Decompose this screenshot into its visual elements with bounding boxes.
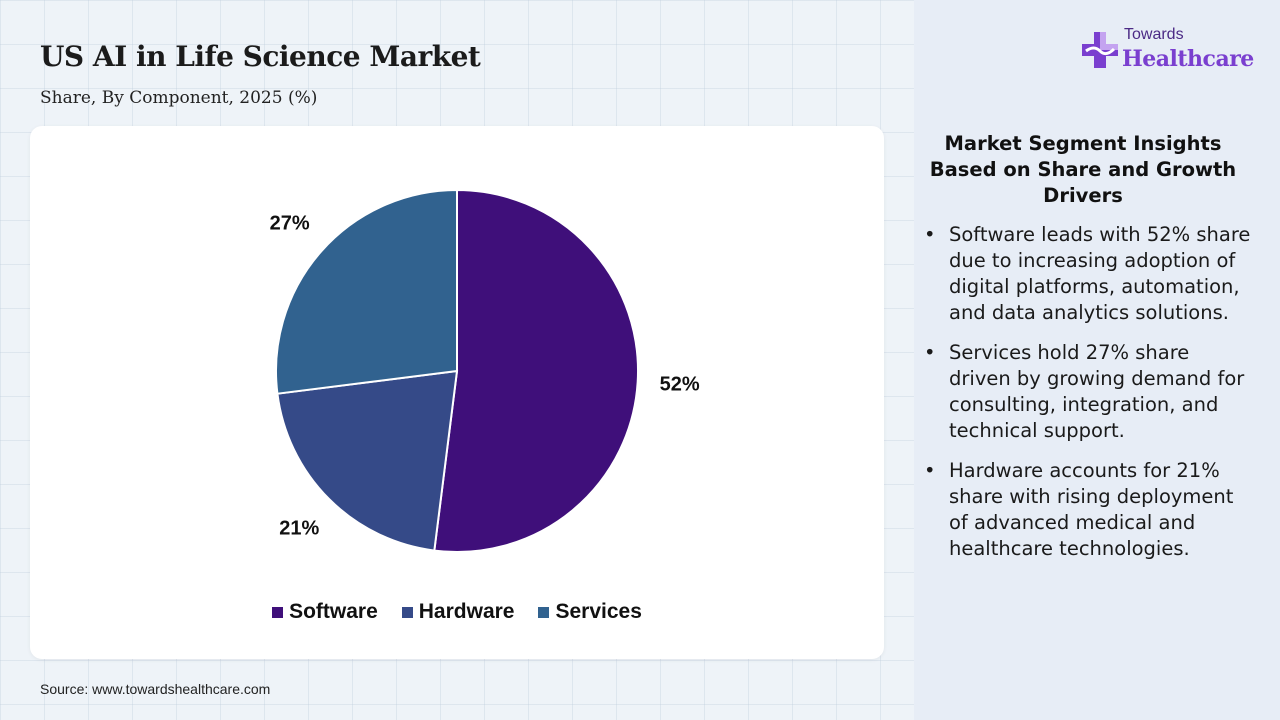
legend-swatch-hardware [401,606,413,618]
bullet: • [924,341,936,364]
insights-title: Market Segment Insights Based on Share a… [929,132,1237,207]
side-panel [914,0,1280,720]
data-label-services: 27% [269,212,310,234]
pie-slice-hardware [276,369,459,552]
bullet: • [924,459,936,482]
legend: Software Hardware Services [30,600,884,624]
legend-swatch-software [272,606,284,618]
pie-chart [275,188,639,553]
brand-logo: Towards Healthcare [1080,26,1260,78]
chart-card: 52% 21% 27% Software Hardware Services [30,126,884,659]
source-note: Source: www.towardshealthcare.com [40,681,271,697]
legend-item-services: Services [538,600,642,624]
legend-label-software: Software [289,600,378,623]
legend-swatch-services [538,606,550,618]
insight-item: • Hardware accounts for 21% share with r… [924,458,1254,562]
insight-text: Services hold 27% share driven by growin… [949,341,1245,442]
data-label-hardware: 21% [279,517,320,540]
chart-subtitle: Share, By Component, 2025 (%) [40,88,318,108]
chart-title: US AI in Life Science Market [40,40,481,73]
insights-list: • Software leads with 52% share due to i… [924,222,1254,576]
insight-item: • Services hold 27% share driven by grow… [924,340,1254,444]
insight-item: • Software leads with 52% share due to i… [924,222,1254,326]
logo-text-big: Healthcare [1122,46,1254,72]
data-label-software: 52% [659,373,700,396]
logo-text-small: Towards [1124,26,1184,43]
bullet: • [924,223,936,246]
medical-cross-icon [1082,32,1118,68]
pie-slice-software [433,188,639,553]
pie-slice-services [275,188,458,395]
legend-item-software: Software [272,600,378,624]
legend-item-hardware: Hardware [401,600,515,624]
insight-text: Hardware accounts for 21% share with ris… [949,459,1234,560]
legend-label-hardware: Hardware [418,600,515,623]
legend-label-services: Services [555,600,642,623]
insight-text: Software leads with 52% share due to inc… [949,223,1251,324]
